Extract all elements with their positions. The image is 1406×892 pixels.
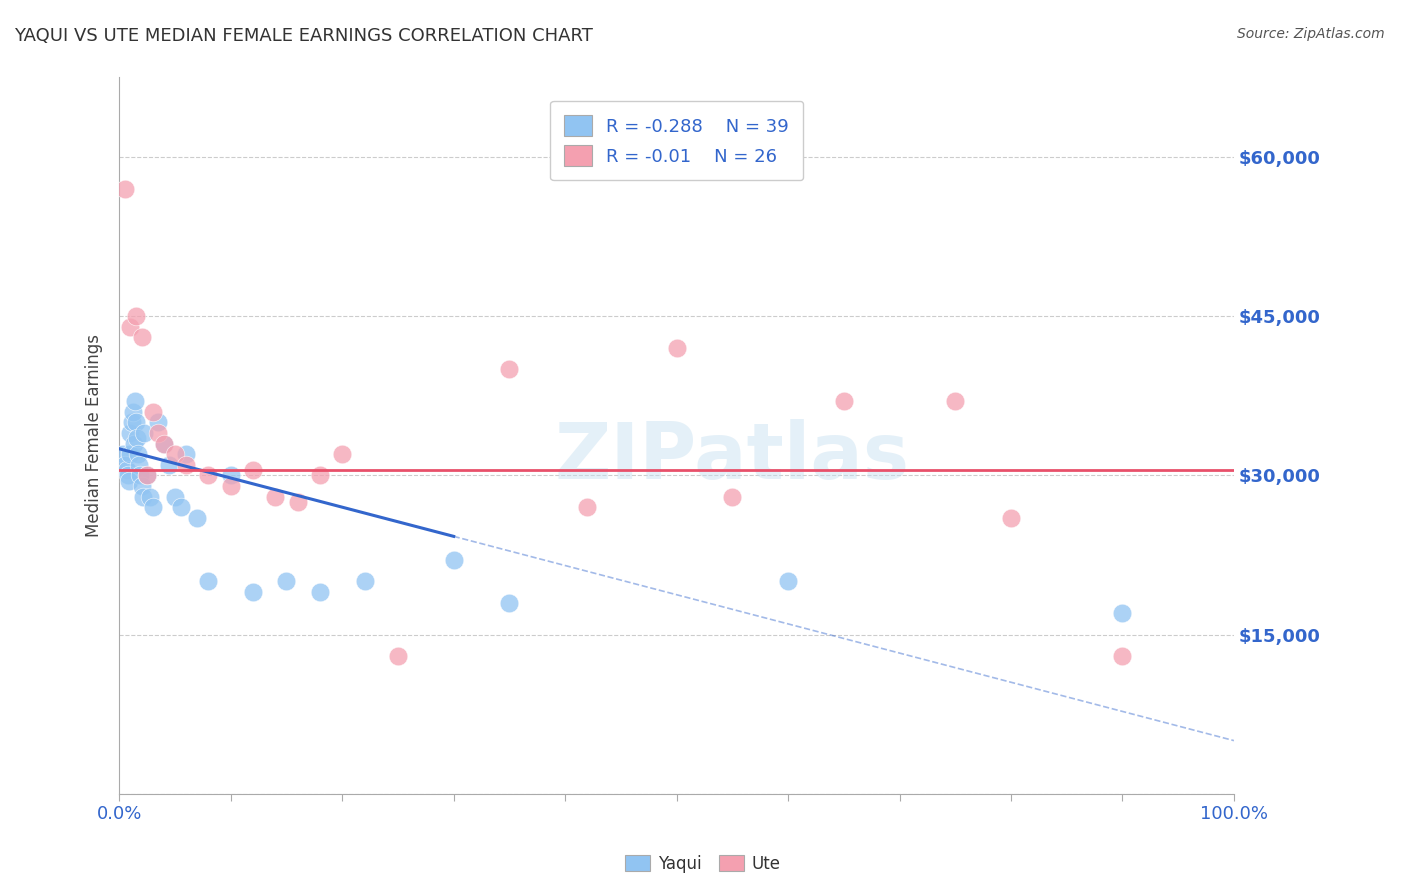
Point <box>142 500 165 515</box>
Point <box>131 490 153 504</box>
Point <box>120 425 142 440</box>
Point <box>131 479 153 493</box>
Point <box>353 574 375 589</box>
Point <box>148 415 170 429</box>
Point <box>778 574 800 589</box>
Text: ZIPatlas: ZIPatlas <box>555 419 910 495</box>
Point <box>174 447 197 461</box>
Point <box>124 394 146 409</box>
Point <box>121 405 143 419</box>
Point <box>1111 648 1133 663</box>
Point <box>309 468 332 483</box>
Point <box>242 585 264 599</box>
Point <box>136 468 159 483</box>
Point <box>219 479 242 493</box>
Point <box>132 425 155 440</box>
Point <box>122 436 145 450</box>
Point <box>120 447 142 461</box>
Point <box>117 468 139 483</box>
Point <box>115 463 138 477</box>
Point <box>832 394 855 409</box>
Point <box>128 458 150 472</box>
Point <box>127 447 149 461</box>
Point <box>443 553 465 567</box>
Point <box>186 510 208 524</box>
Point <box>111 447 134 461</box>
Point <box>498 596 520 610</box>
Point <box>125 309 148 323</box>
Point <box>264 490 287 504</box>
Point <box>498 362 520 376</box>
Point <box>242 463 264 477</box>
Point <box>129 468 152 483</box>
Point <box>169 500 191 515</box>
Point <box>142 405 165 419</box>
Point <box>125 415 148 429</box>
Y-axis label: Median Female Earnings: Median Female Earnings <box>86 334 103 537</box>
Point <box>136 468 159 483</box>
Point <box>148 425 170 440</box>
Point <box>1111 607 1133 621</box>
Point <box>287 495 309 509</box>
Point <box>121 415 143 429</box>
Point <box>163 490 186 504</box>
Point <box>114 182 136 196</box>
Point <box>118 474 141 488</box>
Point <box>197 468 219 483</box>
Point <box>153 436 176 450</box>
Point <box>174 458 197 472</box>
Point <box>1000 510 1022 524</box>
Point <box>120 319 142 334</box>
Point <box>276 574 298 589</box>
Point <box>153 436 176 450</box>
Point <box>665 341 688 355</box>
Point <box>330 447 353 461</box>
Point <box>197 574 219 589</box>
Point <box>139 490 162 504</box>
Legend: Yaqui, Ute: Yaqui, Ute <box>619 848 787 880</box>
Point <box>943 394 966 409</box>
Point <box>114 458 136 472</box>
Point <box>219 468 242 483</box>
Point <box>309 585 332 599</box>
Point <box>576 500 599 515</box>
Point <box>163 447 186 461</box>
Point <box>387 648 409 663</box>
Text: YAQUI VS UTE MEDIAN FEMALE EARNINGS CORRELATION CHART: YAQUI VS UTE MEDIAN FEMALE EARNINGS CORR… <box>14 27 593 45</box>
Point <box>721 490 744 504</box>
Legend: R = -0.288    N = 39, R = -0.01    N = 26: R = -0.288 N = 39, R = -0.01 N = 26 <box>550 101 803 180</box>
Point <box>127 431 149 445</box>
Point <box>159 458 181 472</box>
Point <box>131 330 153 344</box>
Text: Source: ZipAtlas.com: Source: ZipAtlas.com <box>1237 27 1385 41</box>
